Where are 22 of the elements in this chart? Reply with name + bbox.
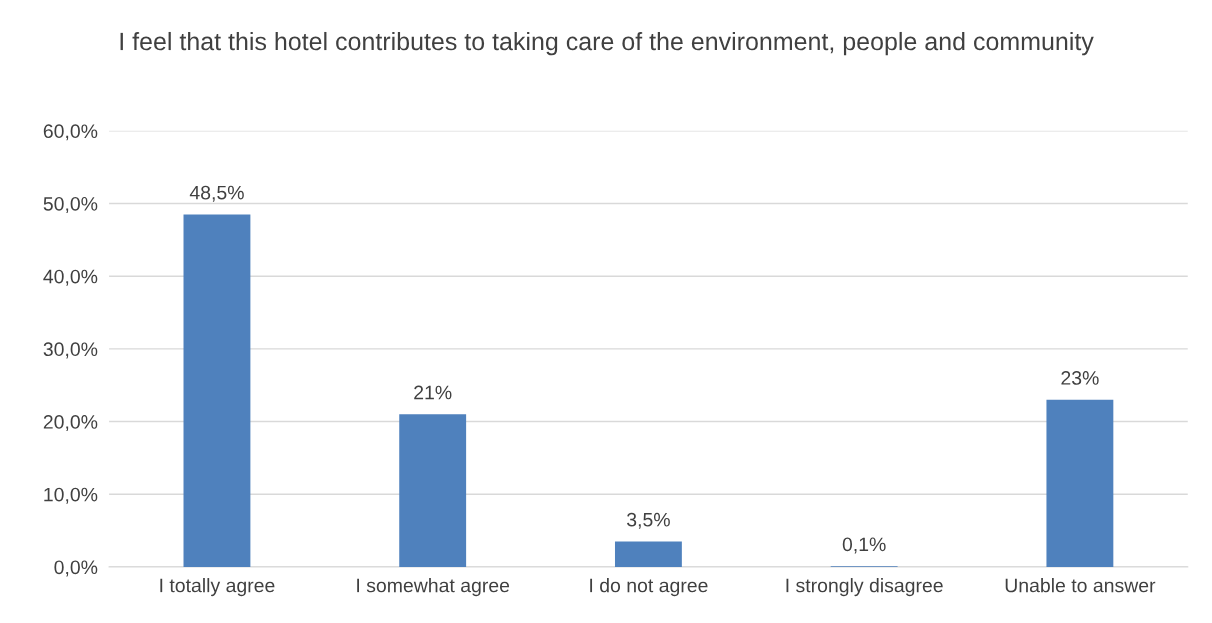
bar bbox=[1046, 399, 1114, 567]
y-tick-label: 30,0% bbox=[43, 342, 98, 359]
bar bbox=[399, 414, 467, 567]
x-tick-label: I do not agree bbox=[590, 578, 708, 597]
x-tick-label: Unable to answer bbox=[1005, 578, 1156, 593]
data-label: 48,5% bbox=[189, 185, 244, 202]
data-label: 21% bbox=[414, 385, 452, 400]
chart-title: I feel that this hotel contributes to taking care of the environment, people and community bbox=[120, 31, 1094, 56]
bar bbox=[183, 214, 251, 567]
x-tick-label: I strongly disagree bbox=[786, 578, 943, 597]
y-tick-label: 20,0% bbox=[43, 415, 98, 432]
y-tick-label: 50,0% bbox=[43, 196, 98, 214]
y-tick-label: 0,0% bbox=[54, 560, 98, 577]
y-tick-label: 40,0% bbox=[43, 269, 98, 286]
y-tick-label: 10,0% bbox=[44, 487, 98, 504]
x-tick-label: I somewhat agree bbox=[357, 578, 510, 597]
data-label: 3,5% bbox=[627, 512, 670, 529]
x-tick-label: I totally agree bbox=[160, 578, 275, 597]
data-label: 23% bbox=[1061, 371, 1099, 385]
y-tick-label: 60,0% bbox=[43, 124, 98, 141]
bar bbox=[614, 541, 682, 567]
data-label: 0,1% bbox=[842, 537, 886, 554]
